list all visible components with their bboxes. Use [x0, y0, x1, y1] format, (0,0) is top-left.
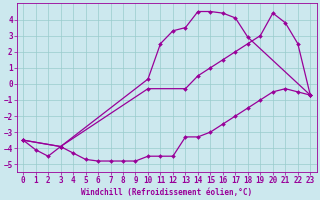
X-axis label: Windchill (Refroidissement éolien,°C): Windchill (Refroidissement éolien,°C) — [81, 188, 252, 197]
